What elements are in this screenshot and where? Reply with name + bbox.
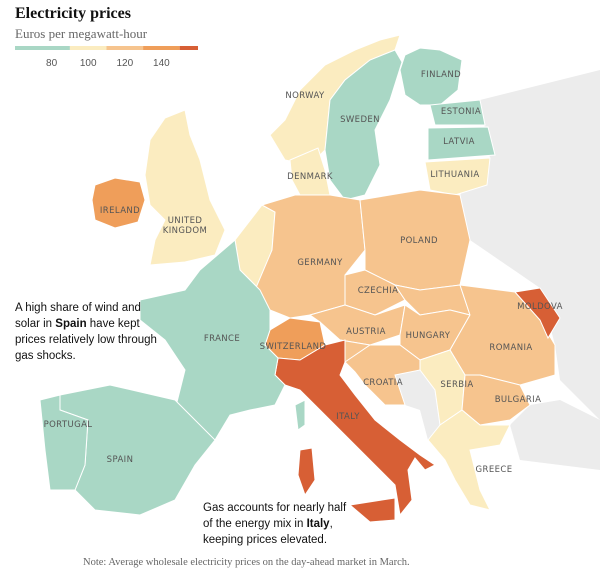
annotation-text: , keeping prices elevated. [203, 518, 333, 546]
country-label: GERMANY [297, 258, 343, 268]
neighbor-land [460, 70, 600, 420]
country [399, 47, 463, 106]
country-label: SERBIA [440, 380, 474, 390]
country-label: DENMARK [287, 172, 333, 182]
legend-swatch [143, 46, 180, 50]
country [91, 177, 146, 229]
annotation-text: Gas accounts for nearly half of the ener… [203, 502, 347, 530]
legend-swatch [106, 46, 144, 50]
country [427, 126, 496, 161]
country-label: FRANCE [203, 334, 241, 344]
legend-swatch [179, 46, 198, 50]
country-label: AUSTRIA [346, 327, 386, 337]
country-label: PORTUGAL [43, 420, 93, 430]
country-label: SWEDEN [340, 115, 380, 125]
neighbor-land [510, 400, 600, 470]
country-label: CZECHIA [357, 286, 399, 296]
annotation-text: Spain [55, 318, 87, 330]
legend-swatch [69, 46, 107, 50]
country-label: NORWAY [285, 91, 325, 101]
country-label: LATVIA [443, 137, 475, 147]
annotation-text: Italy [306, 518, 330, 530]
country [297, 447, 316, 497]
country-label: SPAIN [106, 455, 134, 465]
legend-tick-label: 120 [116, 58, 133, 69]
country-label: BULGARIA [494, 395, 542, 405]
country-label: SWITZERLAND [259, 342, 327, 352]
country [139, 239, 286, 441]
annotation-text: A high share of wind and solar in [15, 302, 141, 330]
country [39, 394, 89, 491]
country [429, 99, 486, 126]
country-label: IRELAND [99, 206, 141, 216]
country-label: ROMANIA [489, 343, 533, 353]
note: Note: Average wholesale electricity pric… [83, 557, 410, 568]
annotation: A high share of wind and solar in Spain … [15, 300, 165, 364]
country-label: ITALY [336, 412, 360, 422]
country [514, 287, 561, 340]
country-label: GREECE [475, 465, 513, 475]
country [344, 344, 421, 406]
country-label: ESTONIA [440, 107, 482, 117]
legend-tick-label: 100 [80, 58, 97, 69]
country-label: HUNGARY [405, 331, 451, 341]
country-label: CROATIA [363, 378, 403, 388]
country-label: FINLAND [420, 70, 462, 80]
title: Electricity prices [15, 5, 131, 22]
country [427, 409, 511, 511]
annotation: Gas accounts for nearly half of the ener… [203, 500, 353, 548]
country [424, 157, 491, 196]
country-label: POLAND [400, 236, 438, 246]
neighbor-land [395, 370, 440, 440]
legend-swatch [15, 46, 70, 50]
country [274, 339, 436, 517]
country-label: MOLDOVA [517, 302, 563, 312]
annotation-text: have kept prices relatively low through … [15, 318, 157, 362]
country [144, 109, 226, 266]
legend-tick-label: 140 [153, 58, 170, 69]
subtitle: Euros per megawatt-hour [15, 26, 148, 41]
country [324, 49, 403, 201]
country [294, 399, 306, 431]
legend-tick-label: 80 [46, 58, 58, 69]
country-label: LITHUANIA [430, 170, 480, 180]
country [348, 497, 396, 523]
country-label: UNITED KINGDOM [162, 216, 208, 236]
country [308, 304, 406, 346]
